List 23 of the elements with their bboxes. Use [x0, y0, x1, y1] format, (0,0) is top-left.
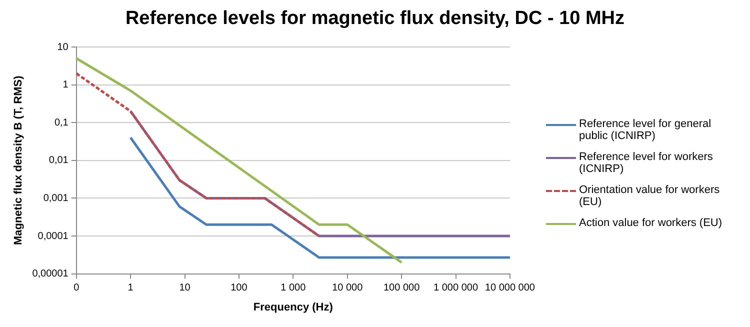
y-tick-label: 0,1 [54, 117, 69, 128]
legend-label: Orientation value for workers (EU) [579, 184, 721, 208]
y-tick-label: 0,00001 [32, 268, 69, 280]
y-tick-label: 0,001 [43, 192, 69, 204]
x-tick-label: 1 [128, 282, 134, 294]
x-tick-label: 100 000 [383, 282, 420, 294]
x-tick-label: 10 000 [332, 282, 364, 294]
y-tick-label: 0,0001 [38, 230, 69, 242]
y-tick-label: 1 [62, 80, 69, 91]
x-tick-label: 0 [74, 282, 80, 294]
x-tick-label: 10 [179, 282, 191, 294]
x-axis-title: Frequency (Hz) [253, 301, 334, 314]
chart-title: Reference levels for magnetic flux density, DC - 10 MHz [124, 8, 626, 31]
x-tick-label: 100 [230, 282, 248, 294]
y-tick-label: 0,01 [48, 155, 69, 166]
legend-label: Reference level for workers (ICNIRP) [579, 151, 714, 175]
x-tick-label: 10 000 000 [484, 282, 536, 294]
legend-label: Reference level for general public (ICNIRP) [579, 118, 712, 142]
y-axis-title: Magnetic flux density B (T, RMS) [12, 75, 25, 246]
y-tick-label: 10 [57, 42, 69, 53]
legend-label: Action value for workers (EU) [579, 217, 724, 229]
x-tick-label: 1 000 [280, 282, 306, 294]
x-tick-label: 1 000 000 [434, 282, 478, 294]
